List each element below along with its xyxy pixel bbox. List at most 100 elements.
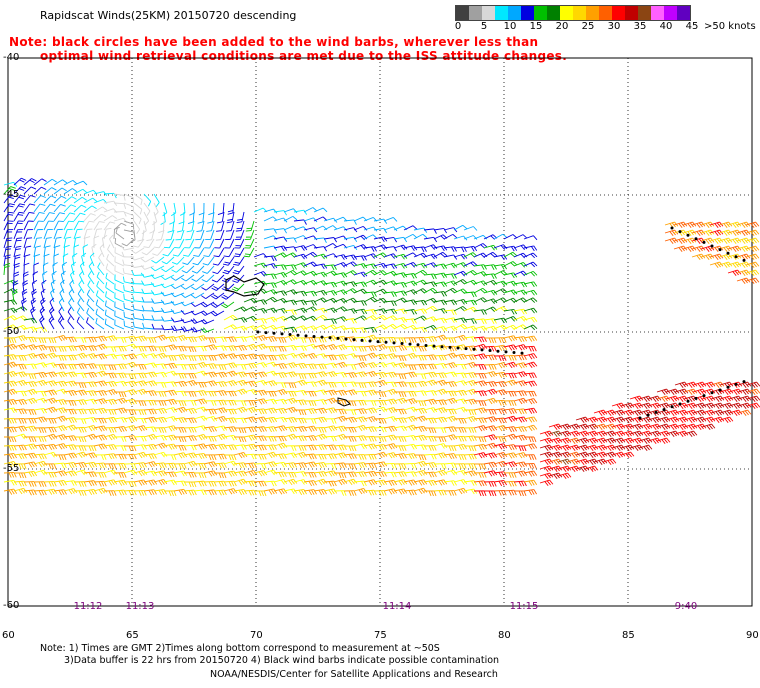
wind-barb [293,307,304,312]
wind-barb-flag [23,273,29,277]
wind-barb-flag [288,463,292,469]
wind-barb-flag [491,346,495,352]
wind-barb-flag [523,336,527,342]
wind-barb-flag [50,203,56,207]
wind-barb-flag [161,268,167,273]
wind-barb [97,266,105,276]
wind-barb [95,313,105,321]
wind-barb [231,211,235,222]
wind-barb-flag [440,326,445,332]
wind-barb-flag [498,426,503,432]
wind-barb-flag [218,435,223,441]
wind-barb-flag [448,454,453,460]
wind-barb-flag [340,416,345,422]
wind-barb-flag [413,273,418,279]
wind-barb-flag [212,263,219,266]
wind-barb-flag [458,444,463,451]
wind-barb-flag [4,265,10,268]
wind-barb-flag [141,409,145,415]
wind-barb-flag [258,336,263,342]
wind-barb-flag [198,355,202,361]
wind-barb [63,380,74,384]
wind-barb [67,320,75,330]
wind-barb-flag [293,289,298,295]
wind-barb-flag [318,462,323,469]
wind-barb-flag [283,337,287,343]
wind-barb [383,246,394,249]
wind-barb-flag [430,307,436,312]
wind-barb-flag [130,336,135,342]
wind-barb-flag [86,298,90,305]
wind-barb-flag [80,353,85,359]
wind-barb [134,317,145,321]
wind-barb-flag [461,444,465,450]
wind-barb [403,262,414,267]
wind-barb-flag [528,463,532,469]
wind-barb-flag [96,228,103,230]
wind-barb [263,426,274,429]
wind-barb [133,193,143,201]
wind-barb-flag [388,337,392,343]
wind-barb-flag [81,337,85,343]
wind-barb [233,325,244,330]
wind-barb-flag [263,463,267,469]
wind-barb-flag [381,418,385,424]
wind-barb-flag [60,389,65,395]
wind-barb-flag [481,390,485,397]
wind-barb [403,371,414,375]
wind-barb [463,372,474,375]
wind-barb-flag [91,372,95,378]
wind-barb-flag [100,426,105,432]
wind-barb-flag [400,254,405,260]
wind-barb-flag [168,355,172,361]
wind-barb-flag [271,391,275,397]
wind-barb-flag [431,399,435,405]
wind-barb-flag [38,345,43,351]
wind-barb-flag [273,235,278,240]
wind-barb-flag [473,246,478,252]
wind-barb [83,221,90,231]
wind-barb-flag [271,426,275,432]
wind-barb [53,462,64,465]
wind-barb [463,318,474,321]
wind-barb-flag [481,373,485,379]
wind-barb [13,390,25,393]
wind-barb-flag [398,355,402,362]
wind-barb-flag [18,336,23,342]
wind-barb [253,371,264,375]
wind-barb-flag [107,244,111,250]
wind-barb [206,265,215,274]
wind-barb-flag [50,308,55,314]
wind-barb [40,292,45,303]
wind-barb [483,325,494,330]
wind-barb-flag [533,398,538,404]
wind-barb [303,270,314,276]
wind-barb-flag [498,390,503,396]
wind-barb-flag [261,408,265,415]
wind-barb [253,280,264,285]
wind-barb-flag [88,426,93,432]
colorbar-tick-label: 25 [581,21,595,32]
wind-barb [313,353,324,357]
wind-barb-flag [203,327,208,332]
wind-barb [153,310,165,313]
wind-barb-flag [141,436,145,442]
wind-barb-flag [430,282,435,288]
wind-barb [186,265,195,274]
wind-barb [323,264,334,267]
wind-barb-flag [488,382,493,388]
wind-barb-flag [221,381,225,387]
wind-barb-flag [251,454,255,460]
wind-barb-flag [41,391,45,397]
wind-barb [67,311,75,321]
wind-barb-flag [113,434,118,439]
wind-barb [233,444,244,447]
wind-barb-flag [248,444,253,450]
wind-barb-flag [161,261,167,265]
wind-barb [273,236,284,240]
wind-barb-flag [10,461,15,467]
wind-barb-flag [531,436,534,443]
wind-barb-flag [40,297,45,302]
wind-barb-flag [321,427,325,433]
wind-barb-flag [343,235,348,241]
